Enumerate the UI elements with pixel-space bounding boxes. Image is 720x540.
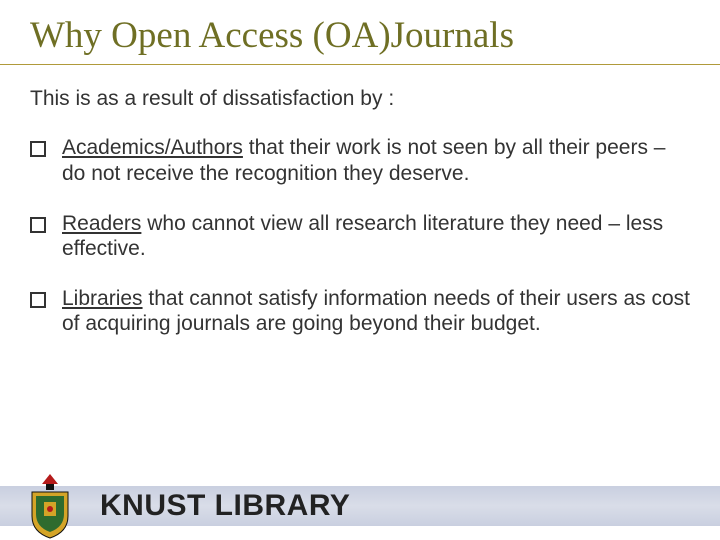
- square-bullet-icon: [30, 292, 46, 308]
- bullet-rest: that cannot satisfy information needs of…: [62, 287, 690, 336]
- bullet-item: Academics/Authors that their work is not…: [30, 121, 690, 196]
- intro-text: This is as a result of dissatisfaction b…: [0, 65, 720, 121]
- bullet-lead: Readers: [62, 212, 141, 235]
- square-bullet-icon: [30, 217, 46, 233]
- knust-crest-icon: [20, 474, 80, 540]
- square-bullet-icon: [30, 141, 46, 157]
- slide: Why Open Access (OA)Journals This is as …: [0, 0, 720, 540]
- bullet-item: Libraries that cannot satisfy informatio…: [30, 272, 690, 347]
- bullet-list: Academics/Authors that their work is not…: [0, 121, 720, 347]
- footer: KNUST LIBRARY: [0, 474, 720, 540]
- footer-label: KNUST LIBRARY: [100, 489, 350, 523]
- bullet-lead: Libraries: [62, 287, 143, 310]
- slide-title: Why Open Access (OA)Journals: [0, 0, 720, 65]
- bullet-rest: who cannot view all research literature …: [62, 212, 663, 261]
- bullet-text: Libraries that cannot satisfy informatio…: [62, 286, 690, 337]
- bullet-lead: Academics/Authors: [62, 136, 243, 159]
- bullet-text: Readers who cannot view all research lit…: [62, 211, 690, 262]
- bullet-text: Academics/Authors that their work is not…: [62, 135, 690, 186]
- bullet-item: Readers who cannot view all research lit…: [30, 197, 690, 272]
